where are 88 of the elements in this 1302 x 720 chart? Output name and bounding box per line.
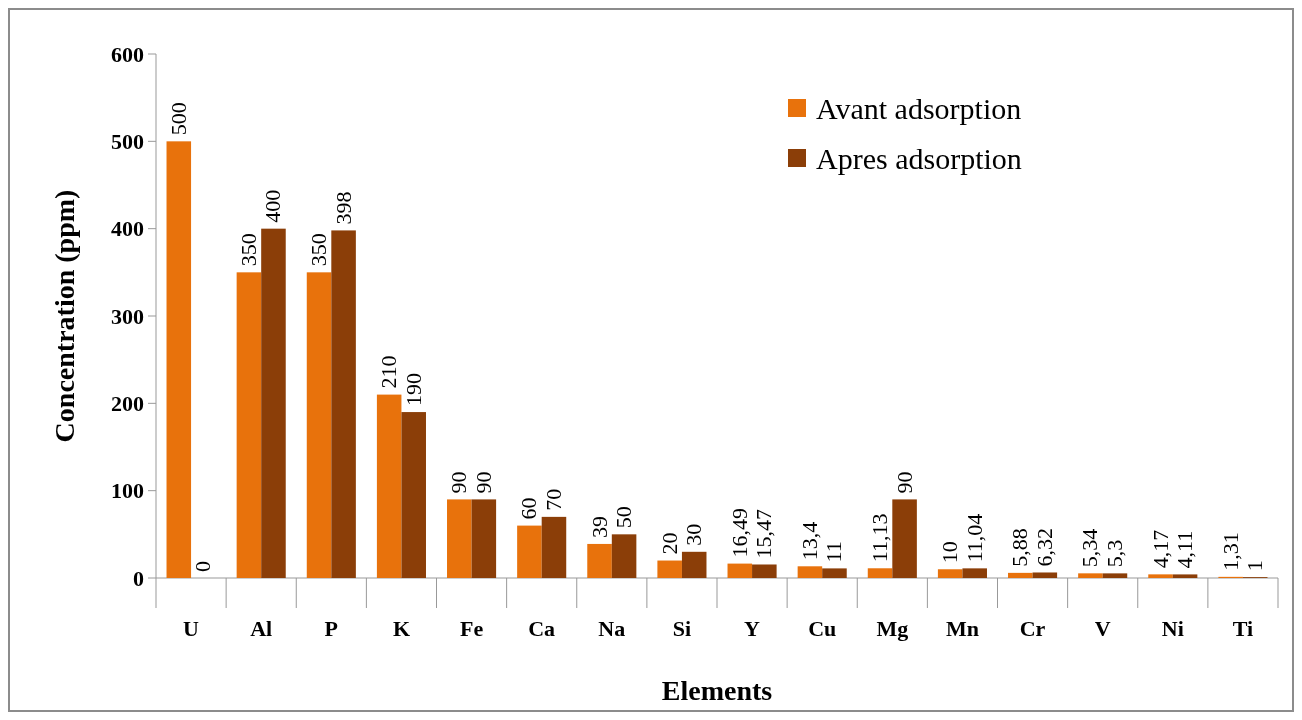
x-tick-label: Y [744,616,761,641]
data-label: 500 [165,102,191,136]
y-tick-label: 300 [111,303,144,329]
bar [611,534,637,578]
data-label: 15,47 [751,508,777,559]
bar [727,563,753,578]
bar [681,551,707,578]
data-label: 5,88 [1007,528,1033,567]
data-label: 11 [821,541,847,563]
x-tick-label: V [1094,616,1111,641]
data-label: 11,13 [867,513,893,563]
bar [306,272,332,578]
data-label: 70 [540,488,566,511]
bar [236,272,262,578]
data-label: 60 [516,497,542,520]
data-label: 4,17 [1147,529,1173,569]
data-label: 16,49 [726,508,752,558]
data-label: 39 [586,515,612,538]
bar [657,560,682,578]
bar [471,499,497,578]
legend-label: Apres adsorption [816,141,1022,175]
data-label: 0 [190,561,216,572]
x-axis-title: Elements [661,675,773,706]
bar [1172,574,1198,578]
data-label: 30 [681,523,707,546]
bar [1008,572,1033,578]
bar [376,394,402,578]
bar [937,569,963,578]
data-label: 5,34 [1077,528,1103,568]
data-label: 13,4 [796,521,822,561]
bar [587,543,612,578]
bar [962,568,987,578]
x-tick-label: P [324,616,339,641]
bar [447,499,472,578]
bar [752,564,777,578]
bar [1102,573,1128,578]
data-label: 20 [656,532,682,555]
bar [166,141,192,578]
data-label: 90 [446,471,472,494]
data-label: 210 [376,355,402,389]
data-label: 190 [400,373,426,407]
data-label: 400 [260,189,286,223]
y-tick-label: 500 [111,129,144,155]
y-tick-label: 600 [111,41,144,67]
data-label: 1 [1242,560,1268,572]
y-axis-title: Concentration (ppm) [49,189,80,443]
data-label: 90 [891,471,917,494]
bar [517,525,542,578]
data-label: 1,31 [1217,532,1243,571]
x-tick-label: Al [250,616,273,641]
x-tick-label: Si [672,616,692,641]
y-tick-label: 200 [111,391,144,417]
y-tick-label: 400 [111,216,144,242]
bar [401,412,426,578]
data-label: 11,04 [961,513,987,563]
x-tick-label: Ca [528,616,556,641]
data-label: 10 [937,541,963,564]
bar [892,499,917,578]
bar [1032,572,1058,578]
y-tick-label: 0 [133,565,144,591]
x-tick-label: Mg [876,616,909,641]
bar [822,568,847,578]
x-tick-label: Ti [1232,616,1254,641]
data-label: 4,11 [1172,530,1198,569]
data-label: 5,3 [1101,539,1127,568]
bar [797,566,823,578]
legend-label: Avant adsorption [816,91,1022,125]
data-label: 350 [306,233,332,267]
x-tick-label: Ni [1161,616,1184,641]
x-tick-label: Mn [945,616,979,641]
bar [1148,574,1173,578]
x-tick-label: K [392,616,410,641]
x-tick-label: Cu [808,616,837,641]
x-tick-label: U [183,616,200,641]
x-tick-label: Cr [1019,616,1046,641]
x-tick-label: Na [598,616,626,641]
y-tick-label: 100 [111,478,144,504]
data-label: 90 [470,471,496,494]
bar [261,228,286,578]
bar [541,516,567,578]
data-label: 50 [611,506,637,529]
bar [331,230,356,578]
data-label: 6,32 [1031,527,1057,567]
bar [867,568,893,578]
bar [1078,573,1103,578]
data-label: 350 [235,233,261,267]
data-label: 398 [330,191,356,225]
x-tick-label: Fe [459,616,484,641]
